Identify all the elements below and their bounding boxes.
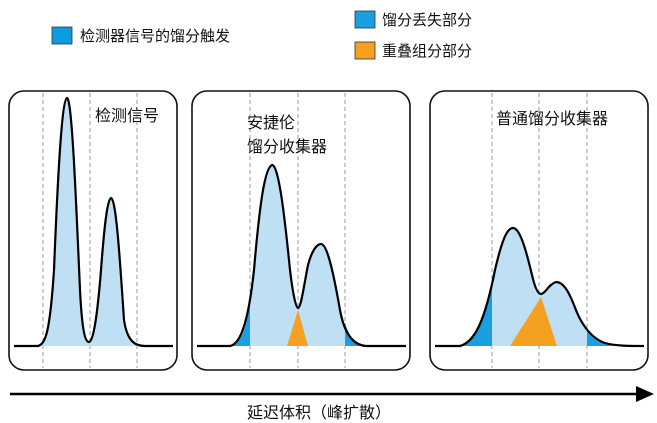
panel-3-frame xyxy=(429,90,649,371)
panel-3-title: 普通馏分收集器 xyxy=(496,109,608,128)
panel-2-title-line-2: 馏分收集器 xyxy=(247,137,327,156)
arrow-head-icon xyxy=(636,386,654,402)
panel-conventional-collector: 普通馏分收集器 xyxy=(429,90,649,371)
axis-label: 延迟体积（峰扩散） xyxy=(247,403,391,422)
peak-fill xyxy=(14,98,173,346)
legend: 检测器信号的馏分触发 馏分丢失部分 重叠组分部分 xyxy=(51,10,472,60)
panel-1-title: 检测信号 xyxy=(95,106,159,125)
overlap-region xyxy=(510,297,557,346)
peak-curve xyxy=(14,96,173,348)
panel-2-frame xyxy=(191,90,411,371)
legend-label-overlap: 重叠组分部分 xyxy=(382,42,472,60)
panel-detector-signal: 检测信号 xyxy=(8,90,178,371)
legend-swatch-trigger xyxy=(51,26,73,45)
legend-label-trigger: 检测器信号的馏分触发 xyxy=(80,27,230,45)
delay-volume-axis: 延迟体积（峰扩散） xyxy=(10,386,654,422)
overlap-region xyxy=(287,310,308,346)
legend-label-loss: 馏分丢失部分 xyxy=(382,11,472,29)
loss-region-left xyxy=(231,300,250,346)
panel-2-title-line-1: 安捷伦 xyxy=(247,113,295,132)
loss-region-right xyxy=(345,322,366,346)
panel-agilent-collector: 安捷伦 馏分收集器 xyxy=(191,90,411,371)
legend-swatch-overlap xyxy=(354,41,376,60)
loss-region-left xyxy=(460,283,492,346)
legend-swatch-loss xyxy=(354,10,376,29)
peak-curve xyxy=(197,163,406,348)
peak-curve xyxy=(435,226,645,348)
panel-1-frame xyxy=(8,90,178,371)
peak-fill xyxy=(197,165,406,346)
loss-region-right xyxy=(587,331,622,346)
